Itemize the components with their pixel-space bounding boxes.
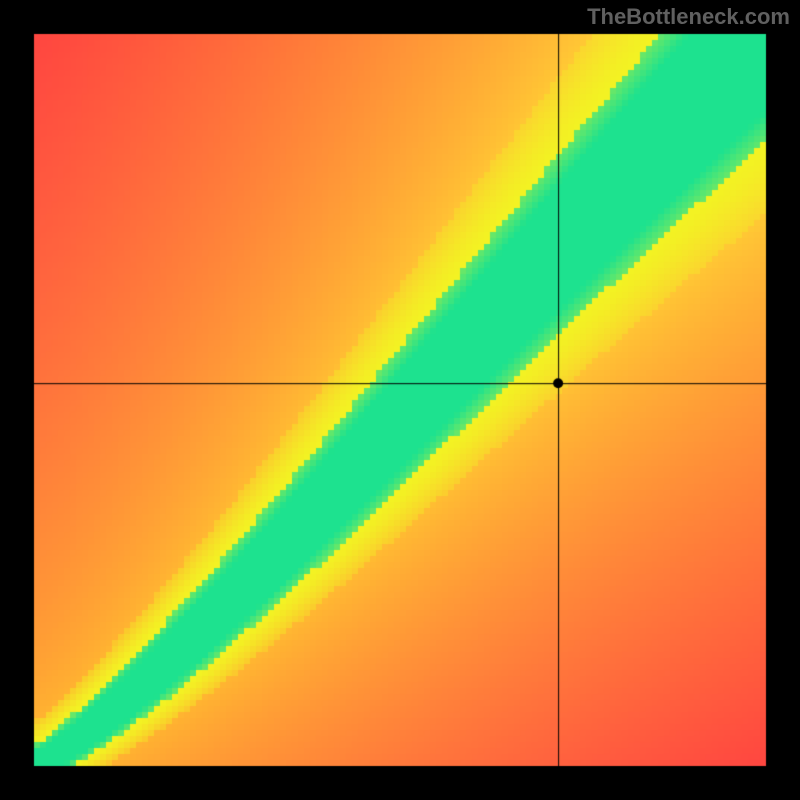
chart-container: TheBottleneck.com bbox=[0, 0, 800, 800]
bottleneck-heatmap-canvas bbox=[0, 0, 800, 800]
watermark-text: TheBottleneck.com bbox=[587, 4, 790, 30]
